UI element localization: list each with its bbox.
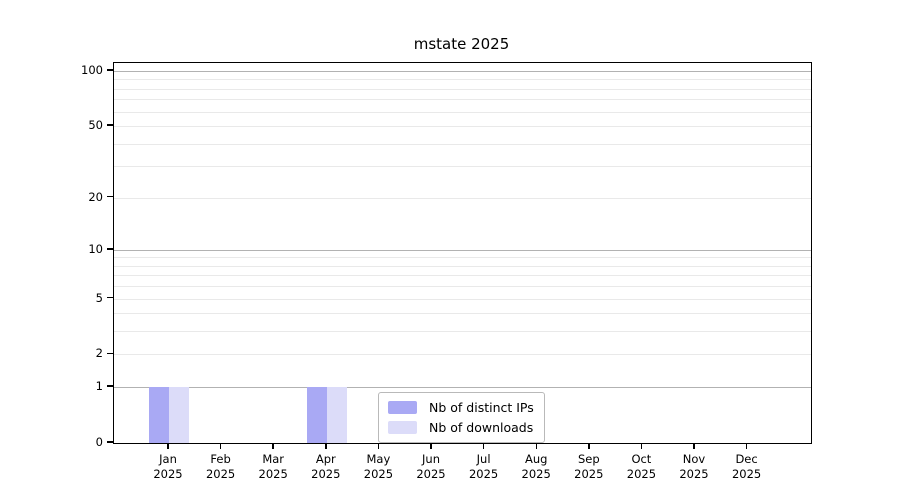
- x-tick-dec: [745, 443, 748, 449]
- gridline-30: [114, 166, 811, 168]
- x-tick-label-sep: Sep 2025: [574, 452, 604, 481]
- gridline-3: [114, 331, 811, 333]
- y-tick-label-10: 10: [88, 241, 103, 256]
- x-tick-nov: [693, 443, 695, 449]
- x-tick-label-aug: Aug 2025: [521, 452, 551, 481]
- gridline-100: [114, 71, 811, 72]
- x-tick-sep: [588, 443, 590, 449]
- legend: Nb of distinct IPs Nb of downloads: [378, 392, 545, 443]
- gridline-7: [114, 275, 811, 277]
- x-tick-label-jul: Jul 2025: [468, 452, 499, 481]
- x-tick-apr: [325, 443, 327, 449]
- bar-apr-distinct-ips: [306, 387, 327, 443]
- gridline-50: [114, 126, 811, 128]
- y-tick-label-1: 1: [95, 379, 103, 394]
- y-tick-50: [107, 124, 113, 126]
- x-tick-feb: [219, 443, 222, 449]
- x-tick-label-apr: Apr 2025: [311, 452, 341, 481]
- x-tick-label-jan: Jan 2025: [153, 452, 183, 481]
- y-tick-5: [107, 296, 113, 299]
- plot-area: Nb of distinct IPs Nb of downloads: [113, 62, 812, 444]
- chart-title: mstate 2025: [413, 35, 510, 53]
- gridline-2: [114, 354, 811, 356]
- x-tick-oct: [640, 443, 643, 449]
- x-tick-aug: [535, 443, 537, 449]
- y-tick-10: [107, 248, 113, 250]
- bar-jan-distinct-ips: [149, 387, 169, 443]
- legend-swatch-downloads: [388, 421, 417, 434]
- y-tick-label-50: 50: [88, 118, 103, 133]
- legend-item-downloads: Nb of downloads: [388, 420, 534, 435]
- x-tick-label-jun: Jun 2025: [416, 452, 446, 481]
- y-tick-0: [107, 441, 113, 443]
- x-tick-label-mar: Mar 2025: [258, 452, 288, 481]
- gridline-4: [114, 313, 811, 315]
- gridline-9: [114, 257, 811, 259]
- y-tick-label-5: 5: [95, 290, 103, 305]
- gridline-20: [114, 197, 811, 199]
- y-tick-label-100: 100: [81, 63, 103, 77]
- y-tick-label-2: 2: [95, 346, 103, 361]
- x-tick-label-dec: Dec 2025: [731, 452, 762, 481]
- gridline-10: [114, 249, 811, 251]
- x-tick-label-oct: Oct 2025: [626, 452, 657, 481]
- y-tick-label-0: 0: [95, 435, 103, 449]
- x-tick-label-may: May 2025: [363, 452, 394, 481]
- gridline-80: [114, 88, 811, 90]
- y-tick-100: [107, 69, 113, 71]
- y-tick-label-20: 20: [88, 189, 103, 204]
- x-tick-label-nov: Nov 2025: [679, 452, 709, 481]
- y-tick-20: [107, 195, 113, 198]
- gridline-5: [114, 298, 811, 300]
- y-tick-2: [107, 352, 113, 355]
- x-tick-label-feb: Feb 2025: [205, 452, 236, 481]
- x-tick-jun: [430, 443, 432, 449]
- gridline-6: [114, 286, 811, 288]
- legend-label-distinct-ips: Nb of distinct IPs: [429, 400, 534, 415]
- x-tick-mar: [272, 443, 274, 449]
- legend-swatch-distinct-ips: [388, 401, 417, 414]
- gridline-40: [114, 143, 811, 145]
- bar-jan-downloads: [169, 387, 189, 443]
- x-tick-jan: [167, 443, 169, 449]
- x-tick-jul: [482, 443, 485, 449]
- gridline-8: [114, 265, 811, 267]
- gridline-1: [114, 387, 811, 389]
- x-tick-may: [377, 443, 380, 449]
- legend-item-distinct-ips: Nb of distinct IPs: [388, 400, 534, 415]
- gridline-90: [114, 79, 811, 81]
- y-tick-1: [107, 385, 113, 387]
- gridline-60: [114, 111, 811, 113]
- legend-label-downloads: Nb of downloads: [429, 420, 534, 435]
- bar-apr-downloads: [326, 387, 347, 443]
- gridline-70: [114, 99, 811, 101]
